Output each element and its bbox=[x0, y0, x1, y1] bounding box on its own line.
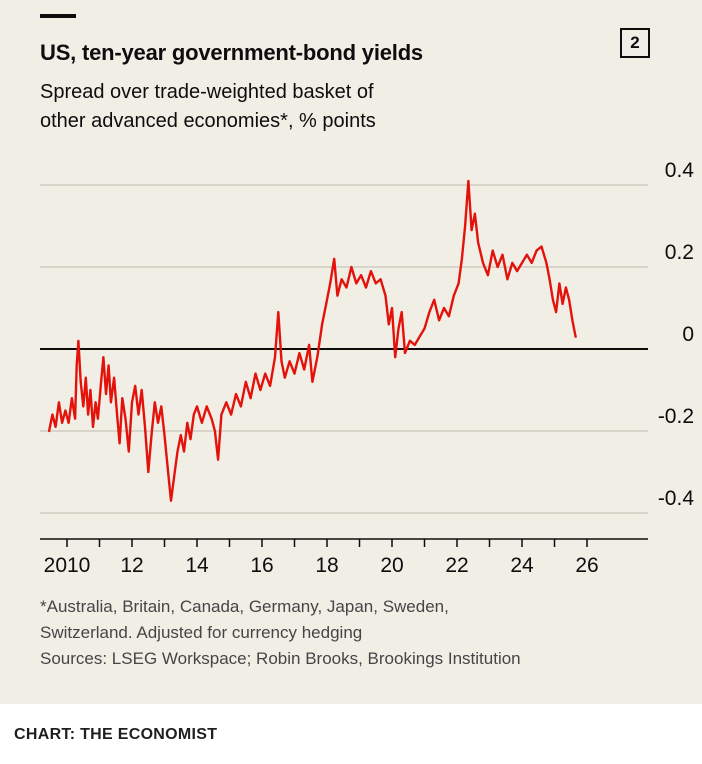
title-rule bbox=[40, 14, 76, 18]
y-tick-label: 0 bbox=[682, 323, 694, 346]
y-tick-label: 0.4 bbox=[665, 159, 695, 182]
chart-index-badge: 2 bbox=[620, 28, 650, 58]
chart-footnote: *Australia, Britain, Canada, Germany, Ja… bbox=[40, 594, 521, 646]
chart-footnote-line1: *Australia, Britain, Canada, Germany, Ja… bbox=[40, 597, 449, 616]
chart-subtitle: Spread over trade-weighted basket of oth… bbox=[40, 78, 376, 136]
chart-card: 2 US, ten-year government-bond yields Sp… bbox=[0, 0, 702, 704]
chart-footnote-line2: Switzerland. Adjusted for currency hedgi… bbox=[40, 623, 363, 642]
chart-subtitle-line1: Spread over trade-weighted basket of bbox=[40, 81, 374, 103]
x-tick-label: 18 bbox=[315, 554, 338, 577]
chart-sources: Sources: LSEG Workspace; Robin Brooks, B… bbox=[40, 649, 521, 668]
y-tick-label: -0.2 bbox=[658, 405, 694, 428]
x-tick-label: 20 bbox=[380, 554, 403, 577]
chart-notes: *Australia, Britain, Canada, Germany, Ja… bbox=[40, 594, 521, 672]
y-tick-label: -0.4 bbox=[658, 487, 695, 510]
x-tick-label: 26 bbox=[575, 554, 598, 577]
x-tick-label: 2010 bbox=[44, 554, 91, 577]
x-tick-label: 22 bbox=[445, 554, 468, 577]
data-line bbox=[47, 179, 577, 502]
line-chart: 0.4 0.2 0 -0.2 -0.4 2010 12 14 16 18 20 22 24 26 bbox=[40, 159, 695, 577]
page-caption: CHART: THE ECONOMIST bbox=[14, 726, 218, 743]
x-tick-label: 16 bbox=[250, 554, 273, 577]
x-tick-label: 14 bbox=[185, 554, 209, 577]
x-tick-label: 24 bbox=[510, 554, 534, 577]
x-tick-label: 12 bbox=[120, 554, 143, 577]
chart-subtitle-line2: other advanced economies*, % points bbox=[40, 110, 376, 132]
chart-title: US, ten-year government-bond yields bbox=[40, 40, 423, 65]
chart-index-label: 2 bbox=[630, 33, 640, 52]
y-tick-label: 0.2 bbox=[665, 241, 694, 264]
